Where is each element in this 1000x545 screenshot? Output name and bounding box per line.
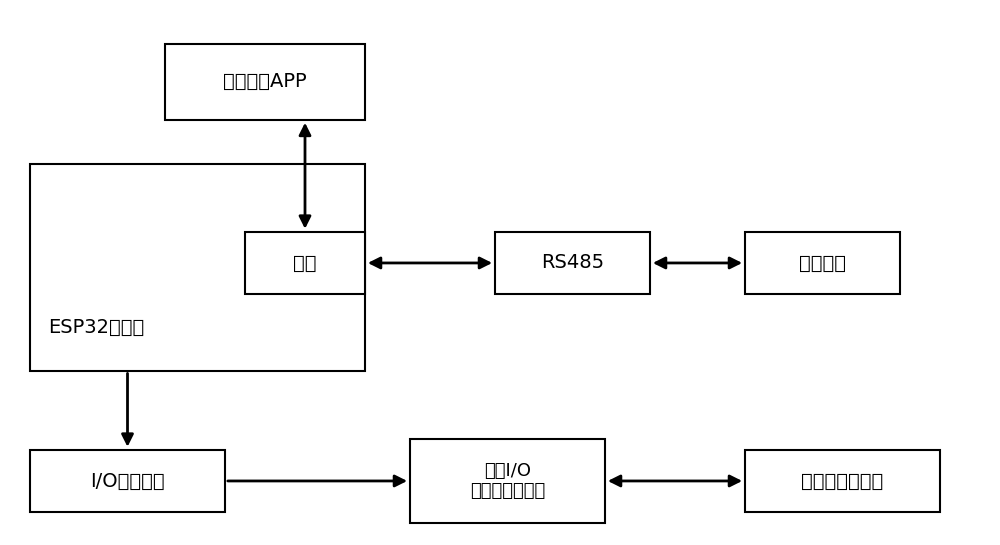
FancyBboxPatch shape [30, 164, 365, 371]
Text: 参数配置APP: 参数配置APP [223, 72, 307, 91]
Text: 主控装置: 主控装置 [799, 253, 846, 272]
FancyBboxPatch shape [410, 439, 605, 523]
Text: RS485: RS485 [541, 253, 604, 272]
FancyBboxPatch shape [745, 450, 940, 512]
Text: 蓝牙: 蓝牙 [293, 253, 317, 272]
FancyBboxPatch shape [495, 232, 650, 294]
Text: 多路I/O
信号隔离放大器: 多路I/O 信号隔离放大器 [470, 462, 545, 500]
FancyBboxPatch shape [30, 450, 225, 512]
FancyBboxPatch shape [165, 44, 365, 120]
Text: ESP32单片机: ESP32单片机 [48, 318, 144, 336]
FancyBboxPatch shape [745, 232, 900, 294]
FancyBboxPatch shape [245, 232, 365, 294]
Text: I/O控制接口: I/O控制接口 [90, 471, 165, 490]
Text: 直动式电磁阀组: 直动式电磁阀组 [801, 471, 884, 490]
